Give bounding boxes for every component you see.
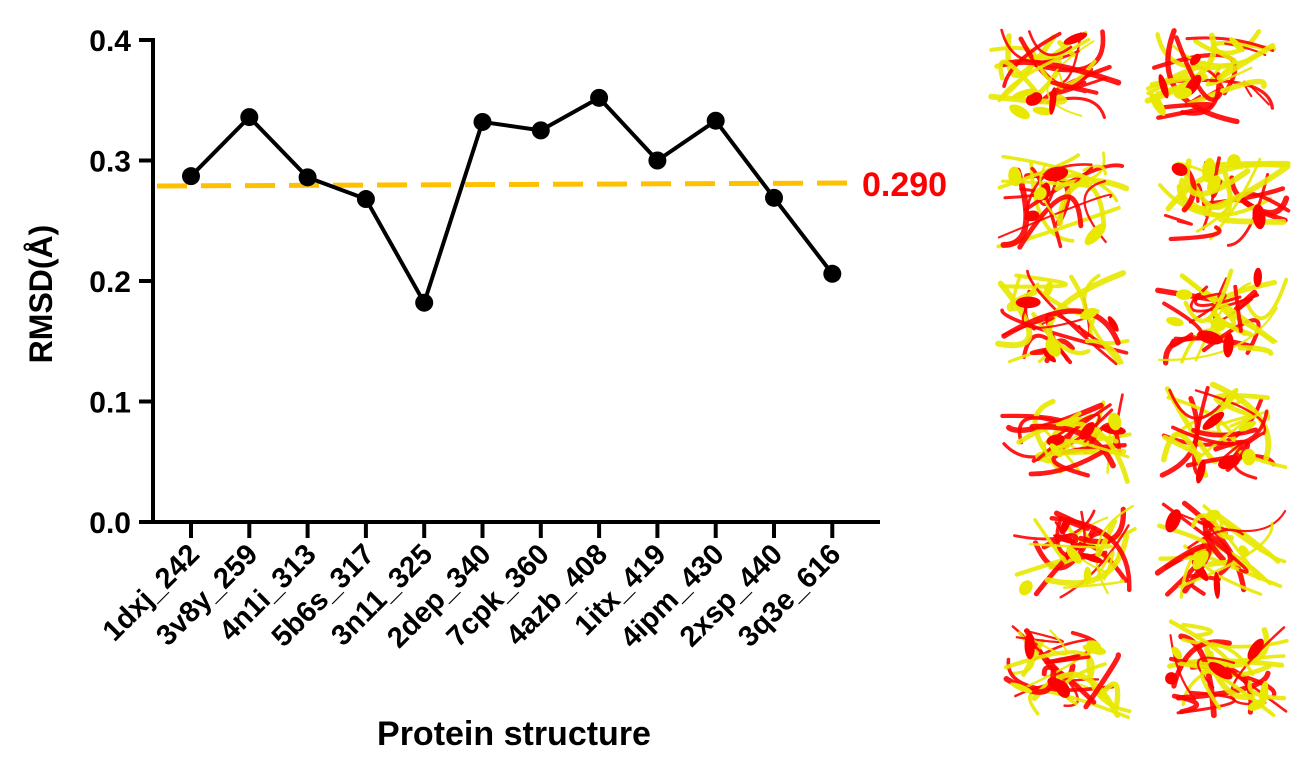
data-point xyxy=(298,168,317,187)
reference-line xyxy=(156,180,851,189)
x-ticks: 1dxj_2423v8y_2594n1i_3135b6s_3173n11_325… xyxy=(97,522,847,654)
protein-structure-image xyxy=(1159,381,1288,484)
y-axis-label: RMSD(Å) xyxy=(23,225,59,364)
protein-structure-image xyxy=(1158,154,1291,247)
protein-structure-image xyxy=(1000,393,1132,484)
protein-structure-image xyxy=(1003,625,1132,720)
data-point xyxy=(706,111,725,130)
protein-structure-image xyxy=(1165,619,1289,719)
axes xyxy=(151,38,880,524)
reference-line-group: 0.290 xyxy=(156,166,947,204)
reference-line-label: 0.290 xyxy=(862,166,947,204)
data-point xyxy=(531,121,550,140)
protein-structure-image xyxy=(1013,504,1137,599)
protein-structure-image xyxy=(1154,500,1287,599)
y-tick-label: 0.0 xyxy=(89,507,131,540)
data-point xyxy=(473,112,492,131)
protein-structure-images xyxy=(988,28,1291,720)
y-ticks: 0.0 0.1 0.2 0.3 0.4 xyxy=(89,25,153,540)
y-tick-label: 0.1 xyxy=(89,387,131,420)
data-point xyxy=(240,108,259,127)
protein-structure-image xyxy=(996,151,1130,250)
data-point xyxy=(823,264,842,283)
data-point xyxy=(356,190,375,209)
protein-structure-image xyxy=(1155,267,1289,366)
series-group xyxy=(182,88,842,312)
data-point xyxy=(648,151,667,170)
data-point xyxy=(765,188,783,207)
data-point xyxy=(590,88,609,107)
protein-structure-image xyxy=(1144,28,1277,125)
y-tick-label: 0.3 xyxy=(89,146,131,179)
protein-structure-image xyxy=(995,269,1130,366)
y-tick-label: 0.4 xyxy=(89,25,131,58)
series-line xyxy=(189,95,834,305)
x-axis-label: Protein structure xyxy=(377,715,651,753)
data-point xyxy=(415,293,434,312)
y-tick-label: 0.2 xyxy=(89,266,131,299)
data-point xyxy=(182,167,200,186)
protein-structure-image xyxy=(988,28,1122,120)
